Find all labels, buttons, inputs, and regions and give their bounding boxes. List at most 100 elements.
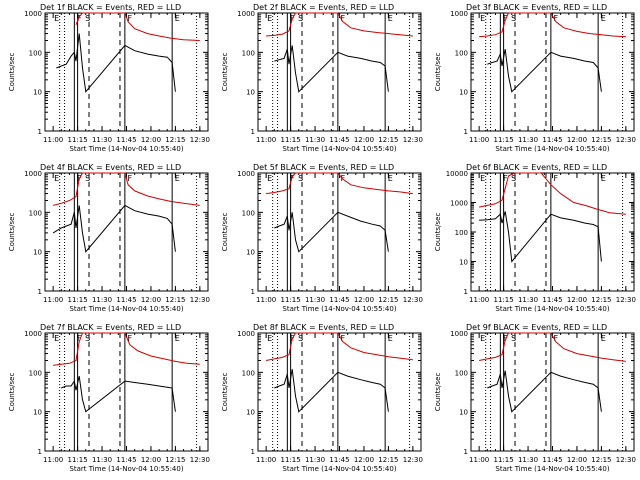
x-tick-label: 11:45 — [329, 136, 349, 144]
x-tick-label: 12:15 — [378, 136, 398, 144]
x-tick-label: 11:15 — [281, 296, 301, 304]
y-axis-label: Counts/sec — [221, 213, 229, 252]
events-series-line — [56, 33, 176, 93]
detector-panel: Det 3f BLACK = Events, RED = LLD 1 10 100 10… — [434, 3, 636, 153]
y-tick-label: 1000 — [237, 170, 255, 178]
y-axis-label: Counts/sec — [221, 373, 229, 412]
y-tick-label: 1 — [251, 448, 255, 456]
time-marker-letter: E — [480, 14, 485, 23]
time-marker-letter: F — [341, 14, 346, 23]
x-tick-label: 11:45 — [329, 456, 349, 464]
x-tick-label: 11:45 — [542, 456, 562, 464]
time-marker-letter: F — [128, 334, 133, 343]
y-tick-label: 10 — [459, 89, 468, 97]
y-tick-label: 1000 — [24, 10, 42, 18]
events-series-line — [274, 45, 389, 93]
x-tick-label: 12:00 — [567, 456, 587, 464]
x-tick-label: 11:30 — [92, 136, 112, 144]
x-tick-label: 12:00 — [567, 296, 587, 304]
y-tick-label: 100 — [29, 49, 42, 57]
y-tick-label: 100 — [29, 209, 42, 217]
x-tick-label: 12:30 — [190, 296, 210, 304]
x-tick-label: 12:30 — [616, 296, 636, 304]
detector-panel: Det 6f BLACK = Events, RED = LLD 1 10 100 10… — [434, 163, 636, 313]
panel-title: Det 2f BLACK = Events, RED = LLD — [253, 3, 394, 12]
time-marker-letter: F — [290, 174, 295, 183]
panel-title: Det 3f BLACK = Events, RED = LLD — [466, 3, 607, 12]
x-tick-label: 11:00 — [256, 456, 276, 464]
lld-series-line — [266, 172, 413, 195]
x-axis-label: Start Time (14-Nov-04 10:55:40) — [69, 145, 183, 153]
detector-panel: Det 2f BLACK = Events, RED = LLD 1 10 100 10… — [221, 3, 423, 153]
y-tick-label: 100 — [242, 49, 255, 57]
time-marker-letter: S — [85, 334, 90, 343]
lld-series-line — [478, 172, 626, 215]
x-tick-label: 12:30 — [190, 136, 210, 144]
y-tick-label: 100 — [455, 49, 468, 57]
x-axis-label: Start Time (14-Nov-04 10:55:40) — [69, 465, 183, 473]
y-tick-label: 1 — [464, 128, 468, 136]
panel-title: Det 8f BLACK = Events, RED = LLD — [253, 323, 394, 332]
events-series-line — [52, 204, 176, 253]
time-marker-letter: F — [503, 14, 508, 23]
x-tick-label: 11:00 — [469, 136, 489, 144]
y-tick-label: 1 — [464, 448, 468, 456]
x-axis-label: Start Time (14-Nov-04 10:55:40) — [69, 305, 183, 313]
y-tick-label: 1 — [251, 288, 255, 296]
x-tick-label: 12:15 — [378, 296, 398, 304]
x-tick-label: 11:45 — [542, 296, 562, 304]
time-marker-letter: E — [54, 334, 59, 343]
x-tick-label: 11:30 — [92, 296, 112, 304]
x-tick-label: 11:00 — [256, 136, 276, 144]
time-marker-letter: F — [503, 174, 508, 183]
x-tick-label: 12:00 — [141, 136, 161, 144]
y-tick-label: 1000 — [24, 170, 42, 178]
detector-panel: Det 8f BLACK = Events, RED = LLD 1 10 100 10… — [221, 323, 423, 473]
x-tick-label: 11:15 — [494, 296, 514, 304]
time-marker-letter: F — [77, 334, 82, 343]
x-axis-label: Start Time (14-Nov-04 10:55:40) — [282, 465, 396, 473]
detector-panel: Det 7f BLACK = Events, RED = LLD 1 10 100 10… — [8, 323, 210, 473]
time-marker-letter: E — [267, 334, 272, 343]
x-tick-label: 12:15 — [165, 136, 185, 144]
lld-series-line — [266, 12, 413, 37]
y-axis-label: Counts/sec — [8, 213, 16, 252]
y-tick-label: 10000 — [446, 170, 468, 178]
panel-title: Det 5f BLACK = Events, RED = LLD — [253, 163, 394, 172]
panel-title: Det 9f BLACK = Events, RED = LLD — [466, 323, 607, 332]
time-marker-letter: F — [554, 174, 559, 183]
events-series-line — [487, 370, 602, 413]
plot-frame — [257, 12, 422, 132]
x-tick-label: 11:00 — [469, 296, 489, 304]
panel-title: Det 7f BLACK = Events, RED = LLD — [40, 323, 181, 332]
y-tick-label: 100 — [242, 369, 255, 377]
x-tick-label: 12:00 — [354, 456, 374, 464]
time-marker-letter: E — [267, 14, 272, 23]
plot-frame — [44, 12, 209, 132]
x-axis-label: Start Time (14-Nov-04 10:55:40) — [495, 145, 609, 153]
time-marker-letter: E — [54, 174, 59, 183]
x-axis-label: Start Time (14-Nov-04 10:55:40) — [495, 305, 609, 313]
x-tick-label: 11:15 — [68, 296, 88, 304]
y-tick-label: 10 — [459, 409, 468, 417]
plot-frame — [44, 332, 209, 452]
y-tick-label: 1 — [251, 128, 255, 136]
x-tick-label: 11:15 — [68, 136, 88, 144]
time-marker-letter: S — [85, 14, 90, 23]
time-marker-letter: S — [298, 334, 303, 343]
time-marker-letter: F — [341, 174, 346, 183]
x-tick-label: 11:30 — [518, 456, 538, 464]
lld-series-line — [52, 172, 200, 206]
x-tick-label: 12:00 — [354, 296, 374, 304]
time-marker-letter: F — [554, 14, 559, 23]
time-marker-letter: E — [480, 174, 485, 183]
x-tick-label: 11:45 — [116, 296, 136, 304]
lld-series-line — [479, 332, 626, 362]
time-marker-letter: S — [298, 14, 303, 23]
events-series-line — [487, 49, 602, 93]
x-tick-label: 12:30 — [403, 456, 423, 464]
panel-title: Det 1f BLACK = Events, RED = LLD — [40, 3, 181, 12]
y-tick-label: 100 — [455, 369, 468, 377]
y-tick-label: 10 — [459, 259, 468, 267]
y-tick-label: 100 — [29, 369, 42, 377]
